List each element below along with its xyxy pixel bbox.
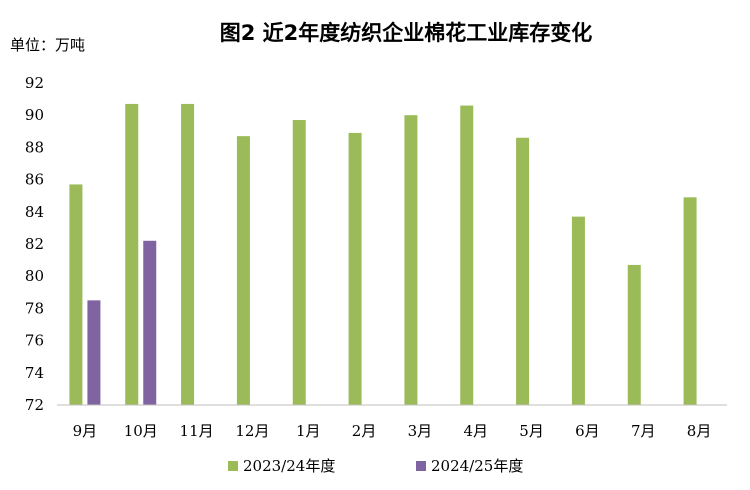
x-tick-label: 2月 xyxy=(352,422,377,440)
y-tick-label: 92 xyxy=(25,74,44,92)
bar-series-2 xyxy=(87,300,101,405)
x-tick-label: 11月 xyxy=(180,422,214,440)
x-tick-label: 12月 xyxy=(235,422,269,440)
x-tick-label: 10月 xyxy=(124,422,158,440)
y-tick-label: 84 xyxy=(25,203,44,221)
x-tick-label: 6月 xyxy=(575,422,600,440)
legend-swatch xyxy=(416,461,426,471)
bar-series-1 xyxy=(460,105,474,405)
y-tick-label: 74 xyxy=(25,364,44,382)
bar-series-1 xyxy=(683,197,697,405)
legend-label: 2023/24年度 xyxy=(243,457,335,475)
x-tick-label: 3月 xyxy=(408,422,433,440)
y-tick-label: 72 xyxy=(25,396,44,414)
y-axis: 72 74 76 78 80 82 84 86 88 90 92 xyxy=(25,74,44,414)
y-tick-label: 88 xyxy=(25,138,44,156)
x-axis: 9月 10月 11月 12月 1月 2月 3月 4月 5月 6月 7月 8月 xyxy=(73,422,712,440)
x-tick-label: 5月 xyxy=(519,422,544,440)
y-unit-label: 单位：万吨 xyxy=(10,36,85,54)
bar-series-1 xyxy=(516,137,530,406)
bar-series-1 xyxy=(348,132,362,405)
bar-series-1 xyxy=(69,184,83,405)
bar-series-1 xyxy=(571,216,585,405)
bar-series-1 xyxy=(404,115,418,405)
x-tick-label: 8月 xyxy=(687,422,712,440)
x-tick-label: 1月 xyxy=(296,422,321,440)
bar-series-1 xyxy=(125,103,139,406)
legend-label: 2024/25年度 xyxy=(431,457,523,475)
legend: 2023/24年度 2024/25年度 xyxy=(228,457,523,475)
x-tick-label: 4月 xyxy=(463,422,488,440)
bar-series-1 xyxy=(627,264,641,405)
bar-series-2 xyxy=(143,240,157,405)
y-tick-label: 90 xyxy=(25,106,44,124)
chart-title: 图2 近2年度纺织企业棉花工业库存变化 xyxy=(220,21,593,45)
y-tick-label: 76 xyxy=(25,332,44,350)
y-tick-label: 80 xyxy=(25,267,44,285)
y-tick-label: 82 xyxy=(25,235,44,253)
bar-series-1 xyxy=(181,103,195,406)
legend-swatch xyxy=(228,461,238,471)
bar-series-1 xyxy=(236,136,250,405)
x-tick-label: 7月 xyxy=(631,422,656,440)
plot-area xyxy=(69,103,697,406)
y-tick-label: 78 xyxy=(25,299,44,317)
x-tick-label: 9月 xyxy=(73,422,98,440)
bar-series-1 xyxy=(292,120,306,405)
y-tick-label: 86 xyxy=(25,171,44,189)
